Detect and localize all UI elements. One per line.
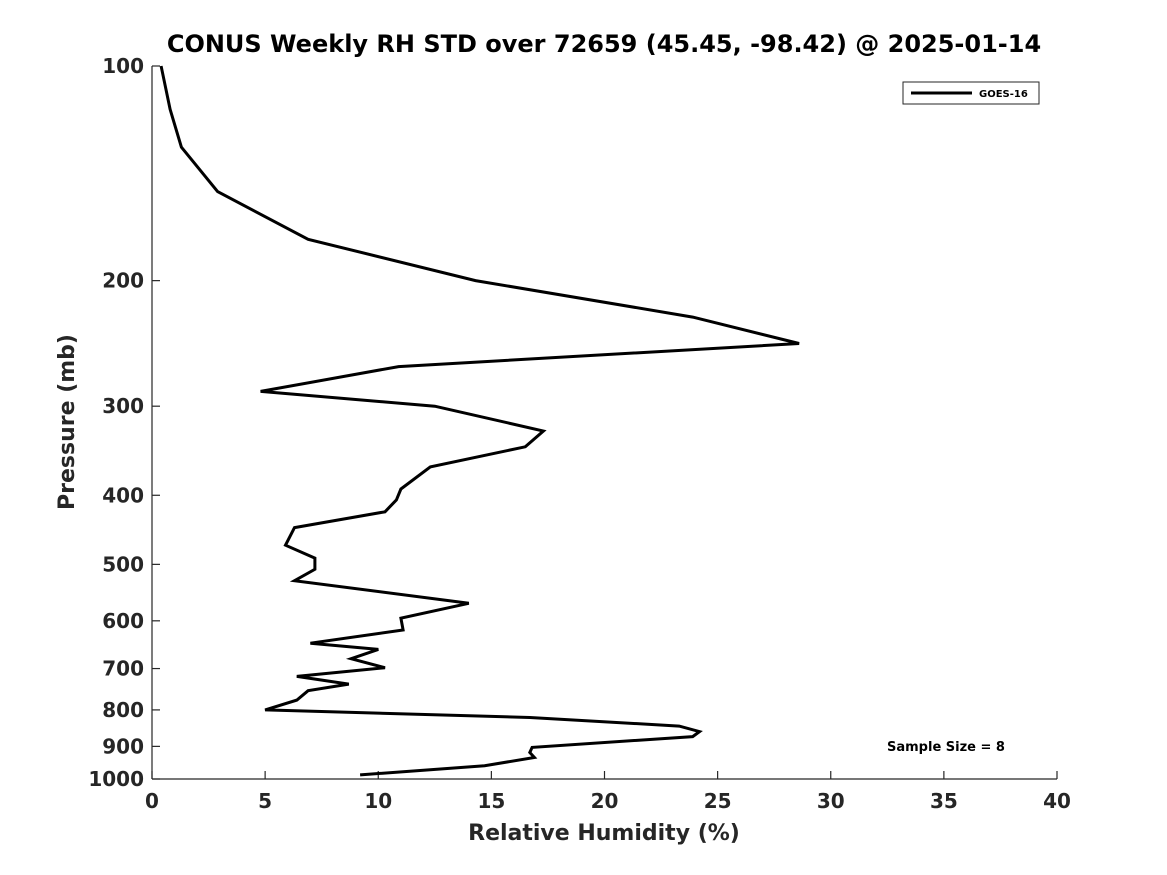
x-tick-label: 40 (1043, 789, 1071, 813)
y-tick-label: 700 (102, 657, 144, 681)
x-tick-label: 25 (704, 789, 732, 813)
series-line-goes-16 (159, 65, 800, 777)
y-tick-label: 300 (102, 394, 144, 418)
x-tick-label: 10 (364, 789, 392, 813)
y-tick-label: 600 (102, 609, 144, 633)
x-tick-label: 5 (258, 789, 272, 813)
y-tick-label: 900 (102, 734, 144, 758)
y-axis-label: Pressure (mb) (55, 334, 80, 510)
y-tick-label: 1000 (88, 767, 144, 791)
legend: GOES-16 (902, 81, 1040, 105)
y-ticks: 100 200 300 400 500 600 700 800 900 1000 (88, 54, 160, 791)
y-tick-label: 100 (102, 54, 144, 78)
x-tick-label: 15 (477, 789, 505, 813)
chart-title: CONUS Weekly RH STD over 72659 (45.45, -… (167, 30, 1041, 58)
x-ticks: 0 5 10 15 20 25 30 35 40 (145, 771, 1071, 813)
y-tick-label: 200 (102, 269, 144, 293)
x-tick-label: 0 (145, 789, 159, 813)
x-tick-label: 20 (591, 789, 619, 813)
y-tick-label: 500 (102, 552, 144, 576)
legend-label-goes-16: GOES-16 (979, 89, 1028, 100)
y-tick-label: 400 (102, 483, 144, 507)
axes (151, 66, 1057, 780)
y-tick-label: 800 (102, 698, 144, 722)
x-tick-label: 35 (930, 789, 958, 813)
x-tick-label: 30 (817, 789, 845, 813)
x-axis-label: Relative Humidity (%) (468, 821, 740, 846)
series-points (161, 65, 800, 776)
sample-size-annotation: Sample Size = 8 (887, 740, 1005, 755)
